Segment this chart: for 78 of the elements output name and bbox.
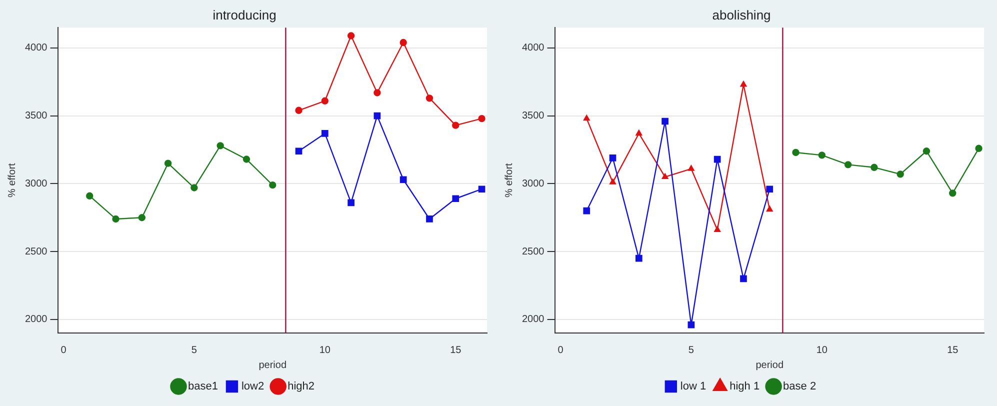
point	[636, 130, 642, 136]
x-tick-label: 5	[191, 344, 198, 356]
x-tick-label: 0	[60, 344, 67, 356]
point	[610, 178, 616, 184]
y-tick-label: 3500	[24, 110, 48, 122]
x-tick-label: 15	[450, 344, 462, 356]
point	[426, 216, 433, 222]
point	[478, 114, 486, 122]
x-tick-label: 10	[816, 344, 828, 356]
point	[583, 207, 590, 214]
y-tick-label: 3500	[522, 110, 545, 122]
legend-label: base 2	[783, 380, 816, 393]
point	[374, 112, 381, 120]
point	[426, 94, 434, 102]
point	[321, 97, 329, 104]
point	[190, 184, 198, 192]
point	[740, 81, 747, 87]
y-tick-label: 3000	[24, 178, 48, 190]
point	[609, 154, 616, 162]
x-tick-label: 5	[688, 344, 694, 356]
legend-label: high2	[288, 380, 315, 393]
point	[818, 152, 826, 159]
chart-title: introducing	[212, 7, 276, 22]
point	[452, 195, 460, 202]
point	[975, 144, 982, 152]
point	[922, 148, 930, 155]
point	[348, 199, 354, 206]
point	[164, 160, 172, 167]
legend-label: high 1	[730, 380, 760, 393]
point	[766, 206, 773, 212]
y-tick-label: 2000	[24, 314, 48, 326]
x-tick-label: 10	[319, 344, 331, 356]
point	[635, 254, 642, 262]
legend-label: base1	[188, 380, 218, 393]
point	[216, 142, 224, 150]
y-tick-label: 4000	[522, 42, 545, 54]
legend-label: low2	[241, 380, 264, 393]
point	[400, 38, 407, 46]
point	[242, 156, 250, 163]
point	[844, 161, 852, 168]
point	[688, 321, 695, 328]
point	[269, 181, 276, 189]
point	[870, 164, 878, 172]
point	[86, 192, 94, 200]
y-tick-label: 2000	[522, 314, 545, 326]
point	[792, 148, 800, 156]
y-tick-label: 2500	[24, 246, 48, 258]
point	[321, 130, 328, 137]
point	[662, 118, 668, 125]
point	[112, 215, 120, 223]
point	[949, 190, 956, 197]
chart-title: abolishing	[712, 7, 771, 22]
x-axis-title: period	[258, 360, 287, 371]
point	[347, 32, 355, 40]
point	[714, 156, 721, 163]
y-axis-title: % effort	[504, 162, 515, 198]
point	[138, 214, 146, 222]
point	[478, 186, 486, 193]
point	[295, 148, 302, 155]
point	[896, 170, 904, 178]
x-tick-label: 0	[558, 344, 564, 356]
point	[662, 173, 668, 180]
point	[583, 114, 590, 121]
point	[452, 122, 460, 129]
y-axis-title: % effort	[6, 162, 18, 198]
legend-label: low 1	[680, 380, 706, 393]
point	[714, 226, 721, 232]
point	[400, 176, 407, 184]
y-tick-label: 4000	[24, 42, 48, 54]
y-tick-label: 3000	[522, 178, 545, 190]
y-tick-label: 2500	[522, 246, 545, 258]
point	[295, 106, 302, 114]
point	[766, 186, 774, 193]
point	[740, 275, 747, 282]
x-axis-title: period	[756, 360, 784, 371]
point	[374, 89, 381, 96]
x-tick-label: 15	[947, 344, 959, 356]
point	[688, 165, 694, 171]
